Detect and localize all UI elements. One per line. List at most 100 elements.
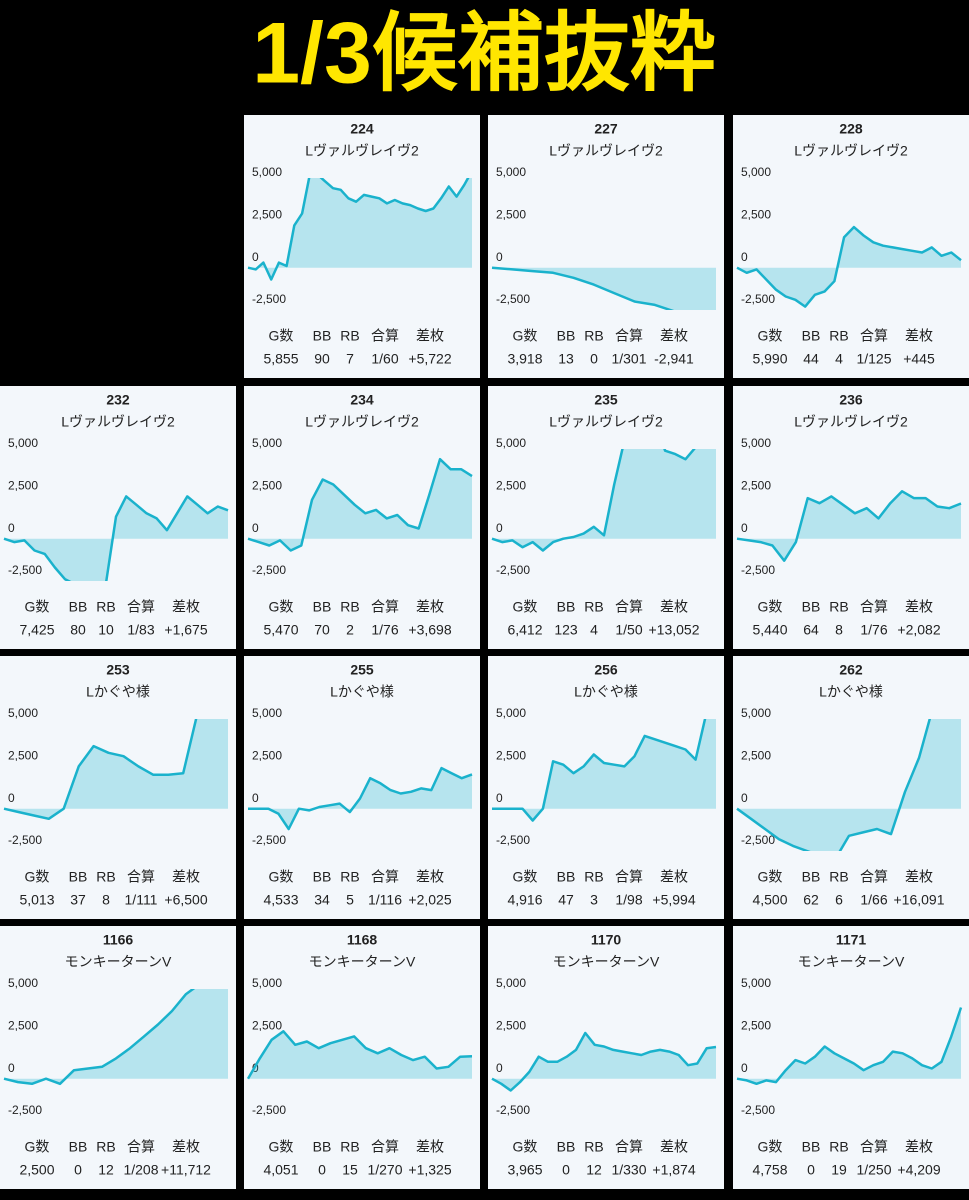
y-tick-label: -2,500: [252, 292, 286, 306]
line: [3, 989, 196, 1086]
y-tick-label: 5,000: [496, 706, 526, 720]
plot: [736, 1007, 963, 1086]
stat-label: BB: [802, 599, 821, 615]
machine-number: 256: [594, 662, 618, 678]
machine-number: 227: [594, 121, 618, 137]
card-bg: [733, 386, 969, 649]
stat-label: G数: [25, 869, 50, 885]
stat-label: 合算: [127, 1139, 155, 1155]
machine-number: 253: [106, 662, 130, 678]
stat-label: 合算: [371, 599, 399, 615]
stat-label: RB: [584, 328, 603, 344]
card-bg: [244, 926, 480, 1189]
stat-label: G数: [758, 599, 783, 615]
card-bg: [0, 656, 236, 919]
card: 224 Lヴァルヴレイヴ2 5,000 2,500 0 -2,500 G数 BB RB 合算 差枚 5…: [244, 115, 480, 378]
card-bg: [733, 656, 969, 919]
card: 262 Lかぐや様 5,000 2,500 0 -2,500 G数 BB RB 合算 差枚 4,500…: [733, 656, 969, 919]
y-tick-label: 2,500: [252, 208, 282, 222]
stat-value: 4,916: [507, 892, 542, 908]
stat-label: BB: [69, 1139, 88, 1155]
card-bg: [488, 926, 724, 1189]
stat-value: 2: [346, 622, 354, 638]
y-tick-label: -2,500: [252, 833, 286, 847]
stat-value: 90: [314, 351, 330, 367]
stat-value: 3,965: [507, 1162, 542, 1178]
card: 236 Lヴァルヴレイヴ2 5,000 2,500 0 -2,500 G数 BB RB 合算 差枚 5…: [733, 386, 969, 649]
stat-value: 4,051: [263, 1162, 298, 1178]
stat-value: 5,470: [263, 622, 298, 638]
stat-label: 合算: [615, 328, 643, 344]
machine-name: Lヴァルヴレイヴ2: [305, 143, 419, 159]
stat-value: 5,013: [19, 892, 54, 908]
y-tick-label: 5,000: [741, 976, 771, 990]
y-tick-label: 0: [496, 521, 503, 535]
stat-value: 3,918: [507, 351, 542, 367]
stat-label: BB: [557, 599, 576, 615]
y-tick-label: -2,500: [741, 1103, 775, 1117]
y-tick-label: 0: [8, 791, 15, 805]
machine-name: モンキーターンV: [798, 954, 905, 970]
stat-value: +1,325: [408, 1162, 451, 1178]
stat-value: 0: [807, 1162, 815, 1178]
plot: [736, 490, 962, 562]
stat-label: 合算: [127, 599, 155, 615]
stat-value: +13,052: [649, 622, 700, 638]
stat-label: RB: [829, 869, 848, 885]
stat-label: 差枚: [660, 328, 688, 344]
stat-label: BB: [802, 1139, 821, 1155]
stat-label: BB: [313, 599, 332, 615]
line: [736, 1007, 963, 1086]
stat-label: G数: [269, 869, 294, 885]
stat-label: 合算: [615, 1139, 643, 1155]
machine-name: モンキーターンV: [309, 954, 416, 970]
stat-value: 1/76: [860, 622, 887, 638]
stat-value: +1,874: [652, 1162, 695, 1178]
stat-value: 37: [70, 892, 86, 908]
machine-number: 1171: [836, 932, 867, 948]
y-tick-label: -2,500: [252, 1103, 286, 1117]
stat-value: +6,500: [164, 892, 207, 908]
card-bg: [488, 656, 724, 919]
area: [737, 1007, 961, 1084]
stat-label: G数: [513, 599, 538, 615]
plot: [491, 1031, 717, 1092]
stat-label: RB: [584, 869, 603, 885]
y-tick-label: 0: [252, 521, 259, 535]
y-tick-label: 2,500: [741, 208, 771, 222]
stat-value: +3,698: [408, 622, 451, 638]
stat-value: -2,941: [654, 351, 694, 367]
stat-value: +16,091: [894, 892, 945, 908]
stat-value: +5,994: [652, 892, 695, 908]
stat-value: 70: [314, 622, 330, 638]
machine-name: Lかぐや様: [86, 684, 150, 700]
stat-value: 34: [314, 892, 330, 908]
plot: [491, 266, 716, 310]
stat-label: RB: [96, 599, 115, 615]
machine-number: 224: [350, 121, 374, 137]
stat-label: G数: [513, 869, 538, 885]
y-tick-label: 2,500: [496, 479, 526, 493]
stat-label: 合算: [615, 599, 643, 615]
plot: [3, 989, 228, 1086]
stat-value: +2,082: [897, 622, 940, 638]
plot: [248, 766, 473, 831]
stat-label: 差枚: [905, 1139, 933, 1155]
card-bg: [733, 926, 969, 1189]
line: [246, 1030, 473, 1080]
stat-value: 1/301: [611, 351, 646, 367]
stat-value: +1,675: [164, 622, 207, 638]
stat-value: +11,712: [161, 1162, 211, 1178]
stat-value: +2,025: [408, 892, 451, 908]
machine-number: 236: [839, 392, 863, 408]
stat-value: 2,500: [19, 1162, 54, 1178]
stat-label: G数: [25, 599, 50, 615]
stat-value: 5,855: [263, 351, 298, 367]
y-tick-label: 0: [741, 1061, 748, 1075]
y-tick-label: 2,500: [252, 749, 282, 763]
stat-label: G数: [269, 328, 294, 344]
plot: [492, 719, 716, 822]
card: 1168 モンキーターンV 5,000 2,500 0 -2,500 G数 BB RB 合算 差枚 4…: [244, 926, 480, 1189]
card-bg: [244, 656, 480, 919]
area: [492, 719, 716, 821]
